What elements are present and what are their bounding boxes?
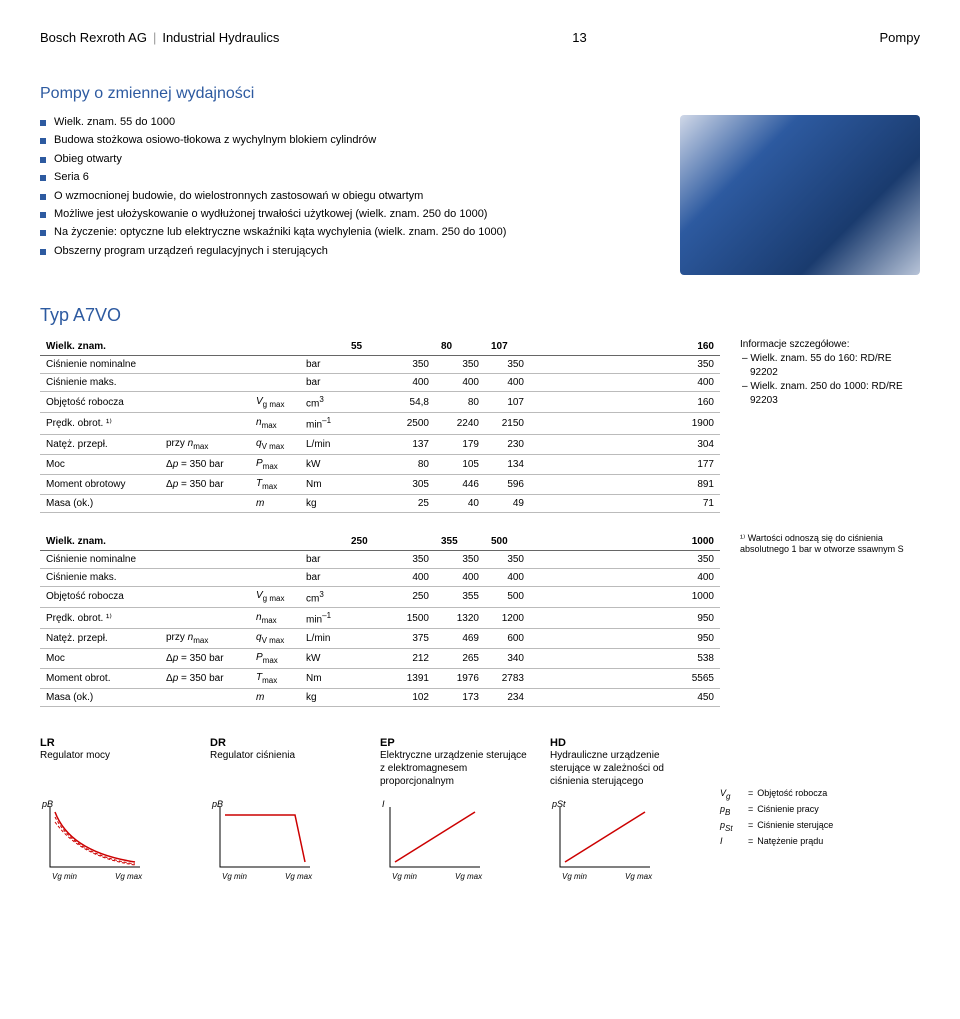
svg-text:pSt: pSt <box>551 799 566 809</box>
page-header: Bosch Rexroth AG | Industrial Hydraulics… <box>40 30 920 45</box>
svg-text:Vg min: Vg min <box>52 872 77 881</box>
regulator-graph: pB Vg min Vg max <box>40 797 150 887</box>
svg-text:Vg max: Vg max <box>115 872 143 881</box>
table-row: Prędk. obrot. ¹⁾nmaxmin–1150013201200950 <box>40 607 720 628</box>
legend-row: Vg=Objętość robocza <box>720 787 833 803</box>
legend-row: pB=Ciśnienie pracy <box>720 803 833 819</box>
table-row: Masa (ok.)mkg25404971 <box>40 494 720 512</box>
footnote: ¹⁾ Wartości odnoszą się do ciśnienia abs… <box>740 533 920 708</box>
svg-text:pB: pB <box>211 799 223 809</box>
feature-list: Wielk. znam. 55 do 1000 Budowa stożkowa o… <box>40 115 650 275</box>
type-title: Typ A7VO <box>40 305 920 326</box>
spec-table-2: Wielk. znam.2503555001000 Ciśnienie nomi… <box>40 533 720 708</box>
regulator-code: LR <box>40 737 190 749</box>
regulator-desc: Regulator ciśnienia <box>210 749 360 789</box>
table-row: Objętość roboczaVg maxcm32503555001000 <box>40 586 720 607</box>
svg-text:Vg min: Vg min <box>222 872 247 881</box>
svg-text:Vg min: Vg min <box>392 872 417 881</box>
table-row: Masa (ok.)mkg102173234450 <box>40 689 720 707</box>
table-row: Moment obrot.Δp = 350 barTmaxNm139119762… <box>40 669 720 689</box>
regulator-code: EP <box>380 737 530 749</box>
regulator-hd: HDHydrauliczne urządzenie sterujące w za… <box>550 737 700 887</box>
feature-item: Możliwe jest ułożyskowanie o wydłużonej … <box>40 207 650 222</box>
feature-item: Budowa stożkowa osiowo-tłokowa z wychyln… <box>40 133 650 148</box>
table-row: Ciśnienie nominalnebar350350350350 <box>40 356 720 374</box>
svg-text:I: I <box>382 799 385 809</box>
regulator-desc: Regulator mocy <box>40 749 190 789</box>
regulator-code: DR <box>210 737 360 749</box>
svg-text:Vg max: Vg max <box>285 872 313 881</box>
spec-table-1: Wielk. znam.5580107160 Ciśnienie nominal… <box>40 338 720 513</box>
feature-item: Seria 6 <box>40 170 650 185</box>
regulator-graph: I Vg min Vg max <box>380 797 490 887</box>
regulator-graph: pSt Vg min Vg max <box>550 797 660 887</box>
legend-row: pSt=Ciśnienie sterujące <box>720 819 833 835</box>
division-name: Industrial Hydraulics <box>162 30 279 45</box>
info-line: – Wielk. znam. 250 do 1000: RD/RE 92203 <box>740 380 920 408</box>
regulator-dr: DRRegulator ciśnienia pB Vg min Vg max <box>210 737 360 887</box>
page-number: 13 <box>572 30 586 45</box>
feature-item: Na życzenie: optyczne lub elektryczne ws… <box>40 225 650 240</box>
feature-item: O wzmocnionej budowie, do wielostronnych… <box>40 189 650 204</box>
symbol-legend: Vg=Objętość roboczapB=Ciśnienie pracypSt… <box>720 787 833 887</box>
svg-text:Vg max: Vg max <box>455 872 483 881</box>
header-divider: | <box>153 30 156 45</box>
company-name: Bosch Rexroth AG <box>40 30 147 45</box>
svg-text:Vg min: Vg min <box>562 872 587 881</box>
info-title: Informacje szczegółowe: <box>740 338 920 352</box>
info-sidebar: Informacje szczegółowe: – Wielk. znam. 5… <box>740 338 920 513</box>
svg-text:Vg max: Vg max <box>625 872 653 881</box>
regulator-ep: EPElektryczne urządzenie sterujące z ele… <box>380 737 530 887</box>
page-subtitle: Pompy o zmiennej wydajności <box>40 85 920 103</box>
regulator-lr: LRRegulator mocy pB Vg min Vg max <box>40 737 190 887</box>
feature-item: Wielk. znam. 55 do 1000 <box>40 115 650 130</box>
table-row: Moment obrotowyΔp = 350 barTmaxNm3054465… <box>40 474 720 494</box>
section-title: Pompy <box>880 30 920 45</box>
feature-item: Obieg otwarty <box>40 152 650 167</box>
regulator-row: LRRegulator mocypBVg minVg maxDRRegulato… <box>40 737 920 887</box>
table-row: Ciśnienie nominalnebar350350350350 <box>40 550 720 568</box>
regulator-graph: pB Vg min Vg max <box>210 797 320 887</box>
svg-text:pB: pB <box>41 799 53 809</box>
table-row: MocΔp = 350 barPmaxkW80105134177 <box>40 454 720 474</box>
table-row: MocΔp = 350 barPmaxkW212265340538 <box>40 649 720 669</box>
table-row: Natęż. przepł.przy nmaxqV maxL/min375469… <box>40 629 720 649</box>
table-row: Ciśnienie maks.bar400400400400 <box>40 374 720 392</box>
regulator-desc: Elektryczne urządzenie sterujące z elekt… <box>380 749 530 789</box>
feature-item: Obszerny program urządzeń regulacyjnych … <box>40 244 650 259</box>
table-row: Objętość roboczaVg maxcm354,880107160 <box>40 392 720 413</box>
table-row: Ciśnienie maks.bar400400400400 <box>40 568 720 586</box>
legend-row: I=Natężenie prądu <box>720 835 833 849</box>
regulator-desc: Hydrauliczne urządzenie sterujące w zale… <box>550 749 700 789</box>
regulator-code: HD <box>550 737 700 749</box>
info-line: – Wielk. znam. 55 do 160: RD/RE 92202 <box>740 352 920 380</box>
table-row: Natęż. przepł.przy nmaxqV maxL/min137179… <box>40 434 720 454</box>
product-image <box>680 115 920 275</box>
table-row: Prędk. obrot. ¹⁾nmaxmin–1250022402150190… <box>40 413 720 434</box>
